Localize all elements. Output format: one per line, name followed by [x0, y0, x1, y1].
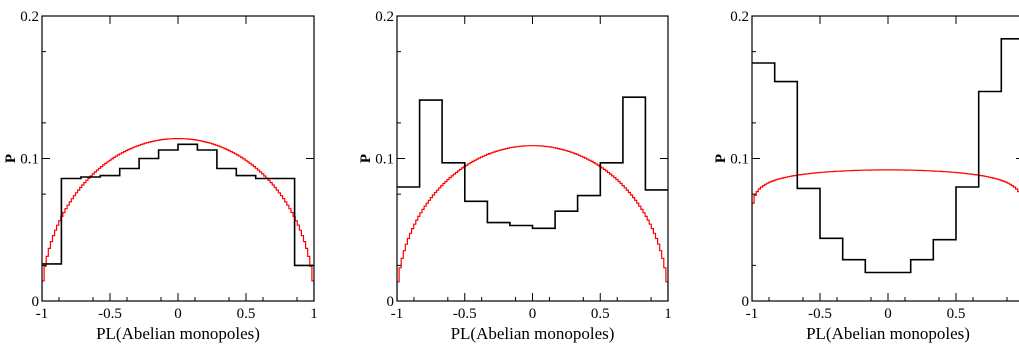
y-tick-label: 0.1: [730, 152, 749, 168]
chart-panel-1: -1 -0.5 0 0.5 1 0 0.1 0.2 PL(Abelian monopoles) P: [3, 9, 318, 343]
theory-curve: [752, 169, 1019, 301]
x-tick-label: -0.5: [98, 306, 122, 322]
x-axis-label: PL(Abelian monopoles): [451, 324, 615, 343]
y-axis-label: P: [713, 154, 729, 163]
x-tick-label: 0.5: [947, 306, 966, 322]
x-axis-label: PL(Abelian monopoles): [806, 324, 970, 343]
y-axis-label: P: [358, 154, 374, 163]
y-tick-label: 0.1: [20, 152, 39, 168]
theory-curve: [397, 145, 668, 301]
x-tick-label: 0: [884, 306, 892, 322]
chart-panel-2: -1 -0.5 0 0.5 1 0 0.1 0.2 PL(Abelian monopoles) P: [358, 9, 672, 343]
x-tick-label: -0.5: [808, 306, 832, 322]
y-tick-label: 0.2: [730, 9, 749, 25]
y-tick-label: 0.1: [375, 152, 394, 168]
histogram: [752, 38, 1019, 274]
x-tick-label: 1: [310, 306, 318, 322]
y-tick-label: 0: [742, 294, 750, 310]
y-tick-label: 0: [32, 294, 40, 310]
x-tick-label: 0.5: [237, 306, 256, 322]
x-tick-label: -1: [36, 306, 49, 322]
x-tick-label: -1: [391, 306, 404, 322]
x-tick-label: 0: [529, 306, 537, 322]
histogram: [42, 143, 314, 267]
x-tick-label: 1: [664, 306, 672, 322]
plot-frame: [41, 15, 315, 302]
x-tick-label: 0.5: [591, 306, 610, 322]
x-tick-label: -0.5: [453, 306, 477, 322]
x-tick-label: -1: [746, 306, 759, 322]
theory-curve: [42, 138, 314, 301]
y-tick-label: 0: [387, 294, 395, 310]
histogram: [397, 96, 668, 230]
x-tick-label: 0: [174, 306, 182, 322]
x-axis-label: PL(Abelian monopoles): [96, 324, 260, 343]
y-axis-label: P: [3, 154, 19, 163]
plot-frame: [396, 15, 669, 302]
y-tick-label: 0.2: [375, 9, 394, 25]
y-tick-label: 0.2: [20, 9, 39, 25]
